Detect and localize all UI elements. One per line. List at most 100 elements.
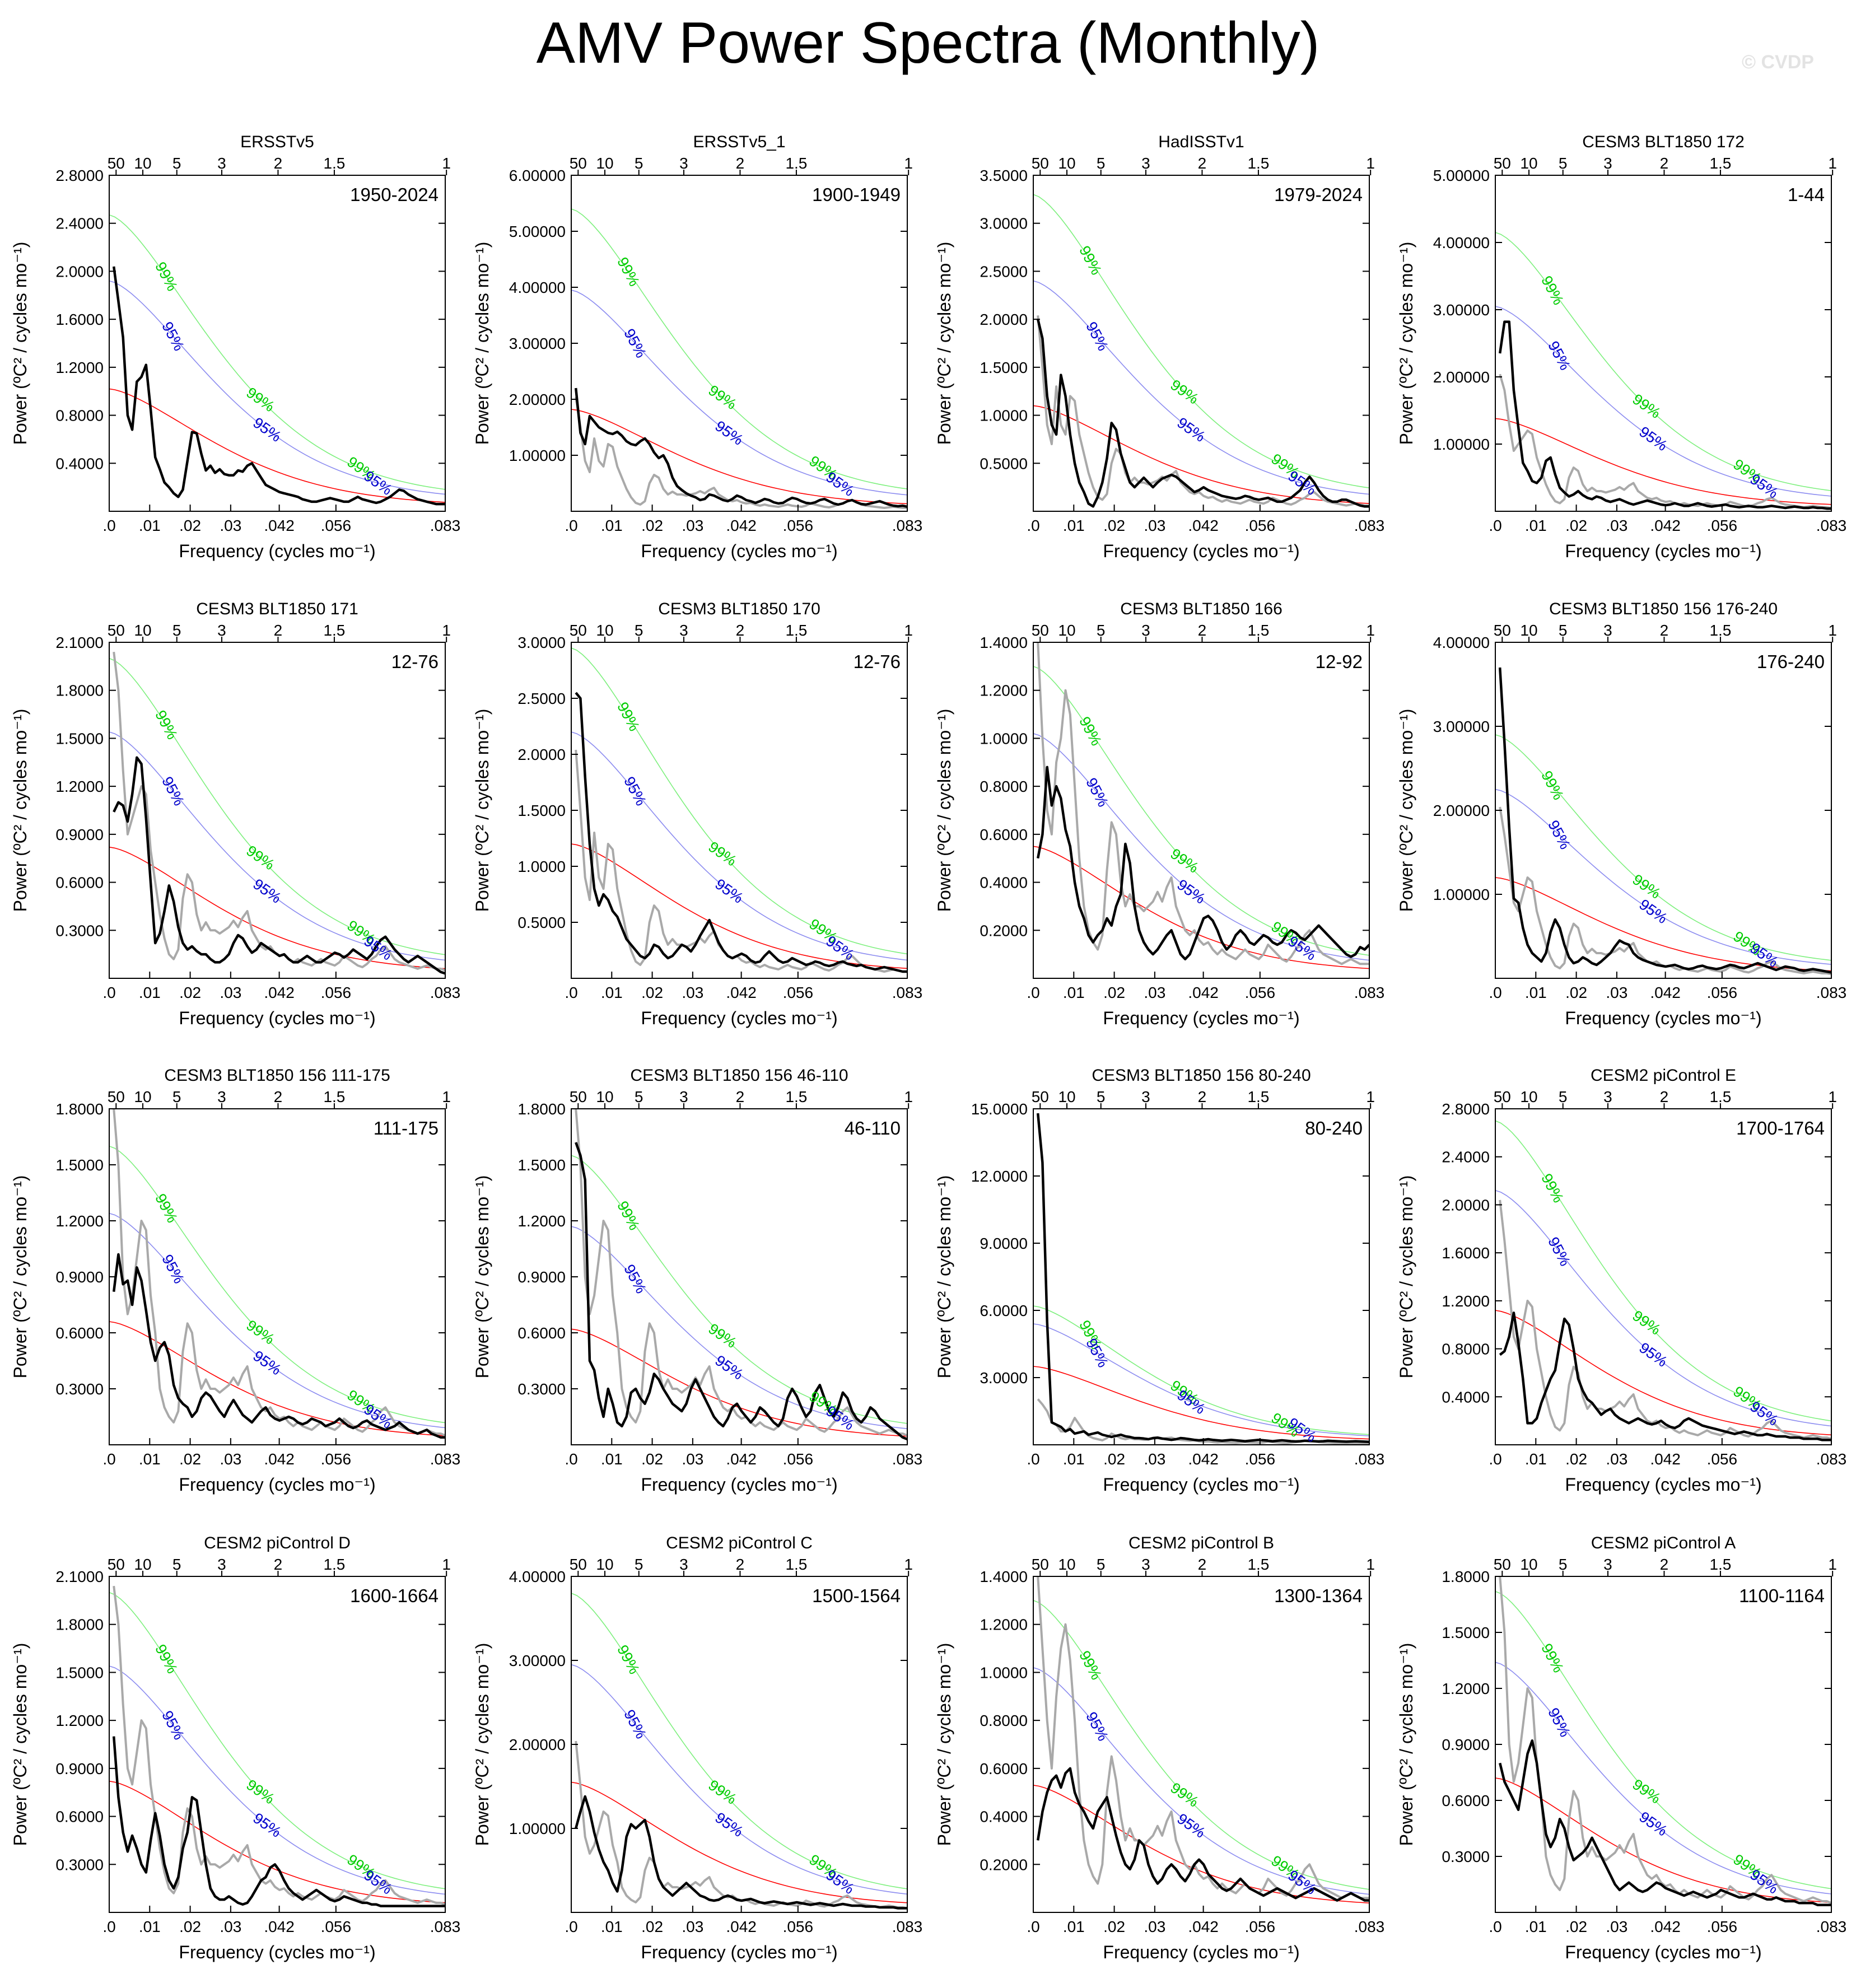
panel-title: CESM3 BLT1850 156 176-240: [1549, 600, 1778, 618]
top-tick-label: 2: [274, 622, 283, 639]
top-tick-label: 3: [1603, 155, 1612, 172]
y-axis-label: Power (ºC² / cycles mo⁻¹): [472, 242, 492, 445]
y-tick-label: 1.5000: [517, 802, 566, 819]
x-axis-label: Frequency (cycles mo⁻¹): [1565, 541, 1761, 561]
plot-frame: [571, 1576, 908, 1913]
top-tick-label: 1.5: [785, 622, 807, 639]
chart-panel-7: CESM3 BLT1850 16612-9299%99%99%95%95%95%…: [934, 600, 1384, 1028]
y-tick-label: 3.00000: [1433, 301, 1490, 319]
x-tick-label: .042: [726, 1450, 757, 1468]
plot-area: [1033, 1576, 1369, 1903]
ci95-curve: [1495, 1662, 1831, 1894]
y-axis-label: Power (ºC² / cycles mo⁻¹): [934, 242, 954, 445]
top-tick-label: 50: [1032, 622, 1049, 639]
ci99-label: 99%: [152, 259, 181, 294]
y-axis-label: Power (ºC² / cycles mo⁻¹): [934, 1643, 954, 1846]
chart-panel-5: CESM3 BLT1850 17112-7699%99%99%95%95%95%…: [10, 600, 460, 1028]
top-tick-label: 10: [596, 622, 613, 639]
ci95-label: 95%: [1545, 338, 1574, 373]
y-tick-label: 3.5000: [980, 167, 1028, 184]
y-tick-label: 2.0000: [1442, 1196, 1490, 1214]
top-tick-label: 10: [1058, 1556, 1075, 1573]
spectrum-line: [1036, 766, 1369, 960]
reference-spectrum-line: [113, 1585, 445, 1906]
x-axis-label: Frequency (cycles mo⁻¹): [179, 1008, 375, 1028]
y-tick-label: 1.2000: [55, 778, 104, 795]
x-tick-label: .056: [1707, 517, 1738, 534]
x-tick-label: .03: [1606, 984, 1628, 1001]
x-tick-label: .056: [321, 1918, 352, 1935]
top-tick-label: 50: [570, 1556, 587, 1573]
ci95-curve: [1495, 306, 1831, 497]
ci95-label: 95%: [250, 1347, 284, 1379]
y-tick-label: 1.4000: [980, 1568, 1028, 1585]
top-tick-label: 3: [1603, 1556, 1612, 1573]
ci99-label: 99%: [1076, 714, 1105, 749]
x-tick-label: .083: [892, 517, 923, 534]
panel-title: ERSSTv5_1: [693, 133, 785, 151]
top-tick-label: 2: [1660, 155, 1669, 172]
ci95-label: 95%: [1174, 414, 1208, 446]
ci99-curve: [1495, 232, 1831, 491]
ci99-label: 99%: [1629, 1776, 1663, 1807]
ci99-label: 99%: [1076, 243, 1105, 278]
y-axis-label: Power (ºC² / cycles mo⁻¹): [10, 1643, 30, 1846]
plot-area: [109, 214, 445, 506]
top-tick-label: 1: [1828, 622, 1837, 639]
y-tick-label: 1.0000: [980, 730, 1028, 747]
ci95-label: 95%: [1174, 1810, 1208, 1841]
top-tick-label: 1: [1366, 622, 1375, 639]
plot-frame: [1033, 1108, 1370, 1445]
y-tick-label: 1.6000: [1442, 1244, 1490, 1262]
x-tick-label: .0: [1027, 1918, 1039, 1935]
top-tick-label: 3: [1141, 622, 1150, 639]
watermark-text: © CVDP: [1742, 52, 1814, 73]
chart-panel-13: CESM2 piControl D1600-166499%99%99%95%95…: [10, 1534, 460, 1962]
top-tick-label: 5: [172, 622, 181, 639]
x-tick-label: .042: [1650, 984, 1681, 1001]
x-tick-label: .056: [321, 517, 352, 534]
plot-frame: [1033, 642, 1370, 979]
x-tick-label: .056: [321, 984, 352, 1001]
x-tick-label: .01: [601, 1918, 623, 1935]
spectrum-line: [112, 1736, 445, 1907]
x-tick-label: .02: [179, 517, 201, 534]
x-tick-label: .0: [1489, 1918, 1501, 1935]
top-tick-label: 1: [904, 622, 913, 639]
x-tick-label: .03: [220, 517, 241, 534]
ci99-label: 99%: [705, 382, 739, 413]
y-tick-label: 1.8000: [55, 682, 104, 699]
top-tick-label: 1.5: [323, 155, 345, 172]
top-tick-label: 1.5: [785, 155, 807, 172]
ci99-label: 99%: [1167, 376, 1201, 408]
panel-title: HadISSTv1: [1158, 133, 1244, 151]
page-title: AMV Power Spectra (Monthly): [536, 11, 1320, 76]
y-tick-label: 1.2000: [55, 359, 104, 376]
x-tick-label: .042: [264, 1918, 295, 1935]
ci99-curve: [1033, 1305, 1369, 1435]
spectrum-line: [112, 266, 445, 506]
x-axis-label: Frequency (cycles mo⁻¹): [641, 1008, 837, 1028]
period-label: 12-76: [854, 651, 901, 672]
y-tick-label: 1.2000: [517, 1212, 566, 1230]
ci95-label: 95%: [712, 1352, 746, 1383]
ci95-curve: [571, 1226, 907, 1429]
top-tick-label: 10: [596, 155, 613, 172]
period-label: 176-240: [1757, 651, 1825, 672]
ci95-label: 95%: [250, 414, 284, 446]
spectrum-line: [1498, 667, 1831, 974]
top-tick-label: 50: [570, 1088, 587, 1105]
top-tick-label: 3: [1603, 1088, 1612, 1105]
ci95-curve: [109, 1212, 445, 1429]
spectrum-line: [1499, 1312, 1831, 1441]
x-tick-label: .01: [1063, 517, 1085, 534]
plot-area: [571, 1593, 907, 1910]
top-tick-label: 1.5: [1247, 155, 1269, 172]
y-tick-label: 3.0000: [980, 1369, 1028, 1387]
top-tick-label: 5: [1097, 1088, 1106, 1105]
x-tick-label: .083: [430, 517, 461, 534]
plot-area: [571, 1109, 907, 1441]
y-tick-label: 5.00000: [1433, 167, 1490, 184]
y-tick-label: 0.4000: [55, 455, 104, 472]
x-tick-label: .01: [139, 517, 161, 534]
